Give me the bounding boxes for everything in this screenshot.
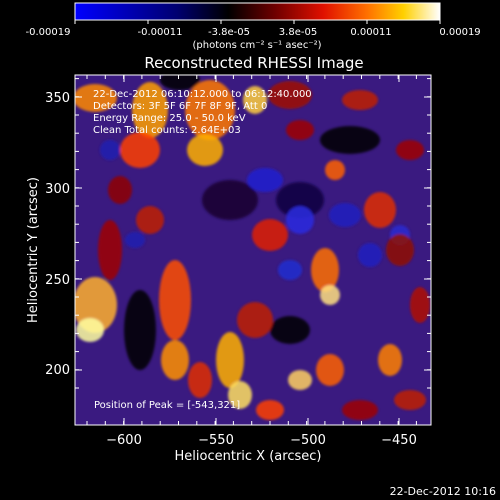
intensity-region	[276, 182, 324, 218]
intensity-region	[342, 90, 378, 110]
peak-position-label: Position of Peak = [-543,321]	[94, 400, 240, 411]
intensity-region	[286, 120, 314, 140]
intensity-region	[247, 168, 283, 192]
intensity-region	[132, 82, 168, 138]
intensity-region	[160, 75, 200, 90]
intensity-region	[386, 234, 414, 266]
intensity-region	[188, 362, 212, 398]
intensity-region	[270, 316, 310, 344]
intensity-region	[316, 354, 344, 386]
intensity-region	[329, 203, 361, 227]
intensity-region	[100, 140, 120, 160]
intensity-region	[75, 84, 117, 112]
intensity-region	[216, 332, 244, 388]
intensity-region	[159, 260, 191, 340]
intensity-region	[396, 140, 424, 160]
intensity-region	[161, 340, 189, 380]
intensity-region	[288, 370, 312, 390]
intensity-region	[120, 132, 160, 168]
colorbar-tick-label: -0.00019	[26, 27, 71, 38]
y-tick-label: 300	[45, 182, 70, 197]
x-tick-label: −500	[290, 433, 326, 448]
colorbar-tick-label: 3.8e-05	[279, 27, 317, 38]
annotation-clean-counts: Clean Total counts: 2.64E+03	[93, 125, 241, 136]
colorbar-tick-label: 0.00011	[350, 27, 391, 38]
intensity-region	[320, 285, 340, 305]
x-tick-label: −450	[381, 433, 417, 448]
annotation-detectors: Detectors: 3F 5F 6F 7F 8F 9F, Att 0	[93, 101, 267, 112]
plot-title: Reconstructed RHESSI Image	[144, 54, 363, 72]
intensity-region	[136, 206, 164, 234]
intensity-region	[286, 206, 314, 234]
annotation-energy-range: Energy Range: 25.0 - 50.0 keV	[93, 113, 246, 124]
colorbar	[74, 2, 441, 21]
intensity-region	[256, 400, 284, 420]
intensity-region	[410, 287, 430, 323]
colorbar-unit-label: (photons cm⁻² s⁻¹ asec⁻²)	[192, 40, 321, 51]
footer-timestamp: 22-Dec-2012 10:16	[390, 485, 496, 498]
colorbar-tick-label: -3.8e-05	[208, 27, 250, 38]
intensity-region	[268, 81, 312, 109]
intensity-region	[311, 248, 339, 292]
colorbar-tick-label: -0.00011	[138, 27, 183, 38]
intensity-region	[237, 302, 273, 338]
plot-frame	[74, 74, 432, 426]
intensity-region	[202, 180, 258, 220]
colorbar-tick-label: 0.00019	[439, 27, 480, 38]
intensity-region	[342, 400, 378, 420]
intensity-region	[125, 232, 145, 248]
intensity-region	[320, 126, 380, 154]
x-tick-label: −600	[106, 433, 142, 448]
intensity-region	[98, 220, 122, 280]
y-tick-label: 250	[45, 273, 70, 288]
y-tick-label: 200	[45, 363, 70, 378]
intensity-region	[325, 160, 345, 180]
intensity-region	[358, 243, 382, 267]
intensity-region	[278, 260, 302, 280]
intensity-region	[228, 381, 252, 409]
intensity-region	[378, 344, 402, 376]
x-axis-label: Heliocentric X (arcsec)	[175, 449, 322, 464]
intensity-region	[394, 390, 426, 410]
intensity-region	[187, 134, 223, 166]
rhessi-image	[75, 75, 431, 425]
colorbar-ticks	[74, 20, 441, 24]
intensity-region	[364, 192, 396, 228]
intensity-region	[243, 86, 267, 114]
intensity-region	[76, 318, 104, 342]
intensity-region	[185, 80, 235, 140]
annotation-time-range: 22-Dec-2012 06:10:12.000 to 06:12:40.000	[93, 89, 312, 100]
y-axis-label: Heliocentric Y (arcsec)	[26, 177, 41, 323]
y-tick-label: 350	[45, 91, 70, 106]
x-tick-label: −550	[198, 433, 234, 448]
intensity-region	[108, 176, 132, 204]
intensity-region	[252, 219, 288, 251]
intensity-region	[124, 290, 156, 370]
